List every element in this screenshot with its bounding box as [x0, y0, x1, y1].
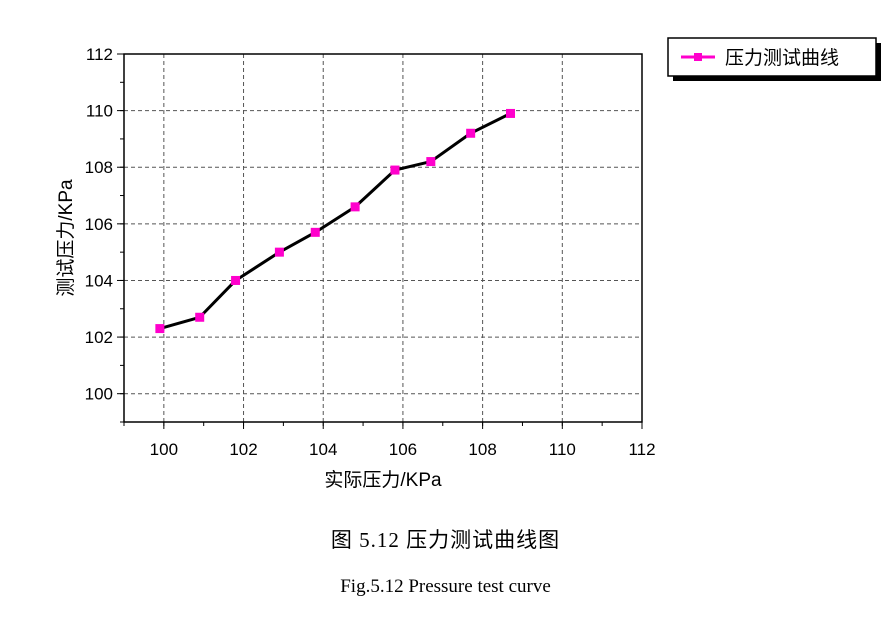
y-tick-label: 110 [86, 102, 113, 121]
x-tick-label: 100 [150, 440, 178, 459]
x-tick-label: 112 [628, 440, 655, 459]
y-tick-label: 104 [85, 271, 113, 290]
y-tick-label: 106 [85, 215, 113, 234]
x-tick-label: 104 [309, 440, 337, 459]
data-point-marker [390, 165, 400, 175]
data-point-marker [155, 324, 165, 334]
x-tick-label: 106 [389, 440, 417, 459]
chart: 100 102 104 106 108 110 112 100 102 104 106 108 110… [55, 37, 881, 491]
x-tick-label: 110 [549, 440, 576, 459]
data-point-marker [274, 247, 284, 257]
y-axis-ticks: 100 102 104 106 108 110 112 [85, 45, 124, 423]
legend-marker-swatch [694, 53, 702, 61]
figure-caption-cn: 图 5.12 压力测试曲线图 [330, 528, 561, 552]
data-point-marker [506, 108, 516, 118]
data-point-marker [426, 157, 436, 167]
y-tick-label: 108 [85, 158, 113, 177]
data-point-marker [231, 275, 241, 285]
series-line [159, 112, 512, 331]
y-tick-label: 112 [86, 45, 113, 64]
data-point-marker [466, 128, 476, 138]
y-tick-label: 100 [85, 385, 113, 404]
series-layer [155, 108, 516, 334]
figure-caption-en: Fig.5.12 Pressure test curve [340, 576, 551, 597]
x-tick-label: 102 [229, 440, 257, 459]
plot-frame [123, 53, 643, 423]
x-axis-label: 实际压力/KPa [324, 469, 442, 491]
y-tick-label: 102 [85, 328, 113, 347]
data-point-marker [350, 202, 360, 212]
data-point-marker [195, 312, 205, 322]
legend: 压力测试曲线 [667, 37, 881, 81]
x-tick-label: 108 [468, 440, 496, 459]
data-point-marker [310, 227, 320, 237]
legend-label: 压力测试曲线 [725, 47, 839, 69]
grid-lines [124, 54, 642, 422]
y-axis-label: 测试压力/KPa [55, 179, 77, 297]
x-axis-ticks: 100 102 104 106 108 110 112 [123, 422, 656, 459]
